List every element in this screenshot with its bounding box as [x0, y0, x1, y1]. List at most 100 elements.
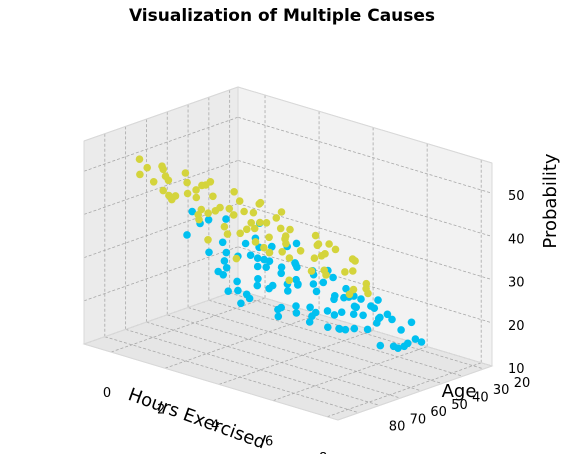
z-tick-label: 50: [508, 189, 525, 204]
data-point-series-1: [183, 231, 191, 239]
data-point-series-2: [192, 193, 201, 202]
grid-line-z: [83, 116, 239, 172]
data-point-series-2: [325, 240, 333, 248]
data-point-series-1: [323, 307, 332, 315]
data-point-series-1: [357, 295, 365, 303]
data-point-series-1: [394, 344, 402, 353]
data-point-series-2: [159, 165, 167, 174]
data-point-series-1: [337, 308, 346, 317]
grid-line-z: [83, 160, 239, 215]
data-point-series-2: [204, 236, 212, 244]
data-point-series-1: [319, 278, 328, 287]
data-point-series-2: [249, 208, 258, 217]
data-point-series-1: [241, 239, 250, 248]
grid-line-x: [164, 313, 320, 369]
data-point-series-2: [168, 195, 176, 204]
data-point-series-2: [195, 215, 203, 224]
data-point-series-1: [359, 311, 367, 320]
pane-edge: [83, 86, 239, 142]
data-point-series-2: [262, 219, 271, 227]
data-point-series-2: [235, 197, 244, 205]
data-point-series-2: [272, 214, 281, 222]
y-axis-label: Age: [442, 381, 477, 402]
data-point-series-1: [388, 315, 396, 324]
grid-line-y: [125, 329, 380, 406]
grid-line-y: [167, 314, 422, 392]
data-point-series-1: [324, 323, 332, 332]
data-point-series-2: [243, 225, 251, 234]
data-point-series-1: [268, 281, 277, 290]
data-point-series-2: [204, 209, 212, 217]
x-tick-label: 8: [319, 451, 327, 454]
data-point-series-2: [278, 248, 287, 256]
data-point-series-2: [255, 200, 263, 208]
data-point-series-2: [135, 155, 144, 163]
data-point-series-1: [404, 339, 412, 348]
data-point-series-2: [285, 276, 294, 285]
data-point-series-1: [262, 263, 271, 272]
data-point-series-2: [310, 254, 319, 262]
data-point-series-2: [277, 208, 286, 216]
data-point-series-1: [274, 312, 283, 321]
x-tick-label: 6: [265, 435, 273, 450]
data-point-series-1: [205, 248, 213, 257]
data-point-series-2: [285, 254, 294, 262]
data-point-series-2: [320, 266, 329, 275]
data-point-series-2: [183, 178, 191, 187]
data-point-series-1: [284, 287, 292, 295]
data-point-series-2: [159, 186, 167, 195]
data-point-series-2: [256, 218, 264, 227]
data-point-series-2: [198, 181, 206, 190]
data-point-series-1: [292, 309, 301, 317]
data-point-series-2: [161, 172, 170, 180]
y-tick-label: 60: [430, 405, 447, 420]
data-point-series-2: [149, 178, 158, 186]
data-point-series-2: [240, 207, 248, 216]
data-point-series-1: [330, 295, 338, 304]
grid-line-y: [146, 321, 401, 399]
data-point-series-2: [225, 204, 234, 213]
data-point-series-2: [181, 169, 190, 177]
pane-edge: [337, 365, 493, 421]
data-point-series-2: [209, 192, 217, 201]
data-point-series-1: [246, 251, 255, 259]
data-points: [135, 155, 426, 353]
data-point-series-2: [307, 267, 316, 275]
data-point-series-1: [188, 207, 196, 216]
data-point-series-1: [220, 257, 229, 265]
data-point-series-2: [286, 225, 294, 234]
y-tick-label: 40: [472, 391, 489, 406]
y-tick-label: 50: [451, 398, 468, 413]
z-tick-label: 30: [508, 276, 525, 291]
data-point-series-2: [349, 267, 357, 275]
data-point-series-1: [277, 269, 286, 278]
data-point-series-2: [136, 170, 144, 179]
data-point-series-1: [374, 296, 382, 304]
data-point-series-1: [293, 263, 301, 272]
grid-line-z: [237, 160, 493, 237]
data-point-series-1: [312, 287, 321, 296]
data-point-series-2: [341, 268, 349, 276]
data-point-series-1: [342, 284, 350, 293]
x-axis-label: Hours Exercised: [125, 384, 268, 453]
data-point-series-1: [253, 262, 262, 271]
data-point-series-1: [253, 281, 262, 290]
data-point-series-2: [236, 229, 244, 238]
x-tick-label: 4: [211, 418, 219, 433]
data-point-series-1: [237, 299, 245, 308]
data-point-series-1: [292, 302, 300, 310]
data-point-series-1: [376, 313, 384, 322]
data-point-series-1: [376, 341, 385, 350]
data-point-series-1: [214, 267, 222, 276]
data-point-series-2: [362, 285, 370, 293]
data-point-series-1: [245, 294, 254, 303]
grid-line-x: [110, 297, 266, 353]
pane-edge: [83, 289, 239, 345]
data-point-series-2: [260, 243, 268, 252]
data-point-series-1: [336, 325, 344, 333]
grid-line-z: [237, 116, 493, 194]
data-point-series-1: [350, 302, 359, 311]
data-point-series-2: [192, 186, 200, 194]
data-point-series-1: [292, 239, 301, 248]
data-point-series-1: [204, 216, 213, 224]
